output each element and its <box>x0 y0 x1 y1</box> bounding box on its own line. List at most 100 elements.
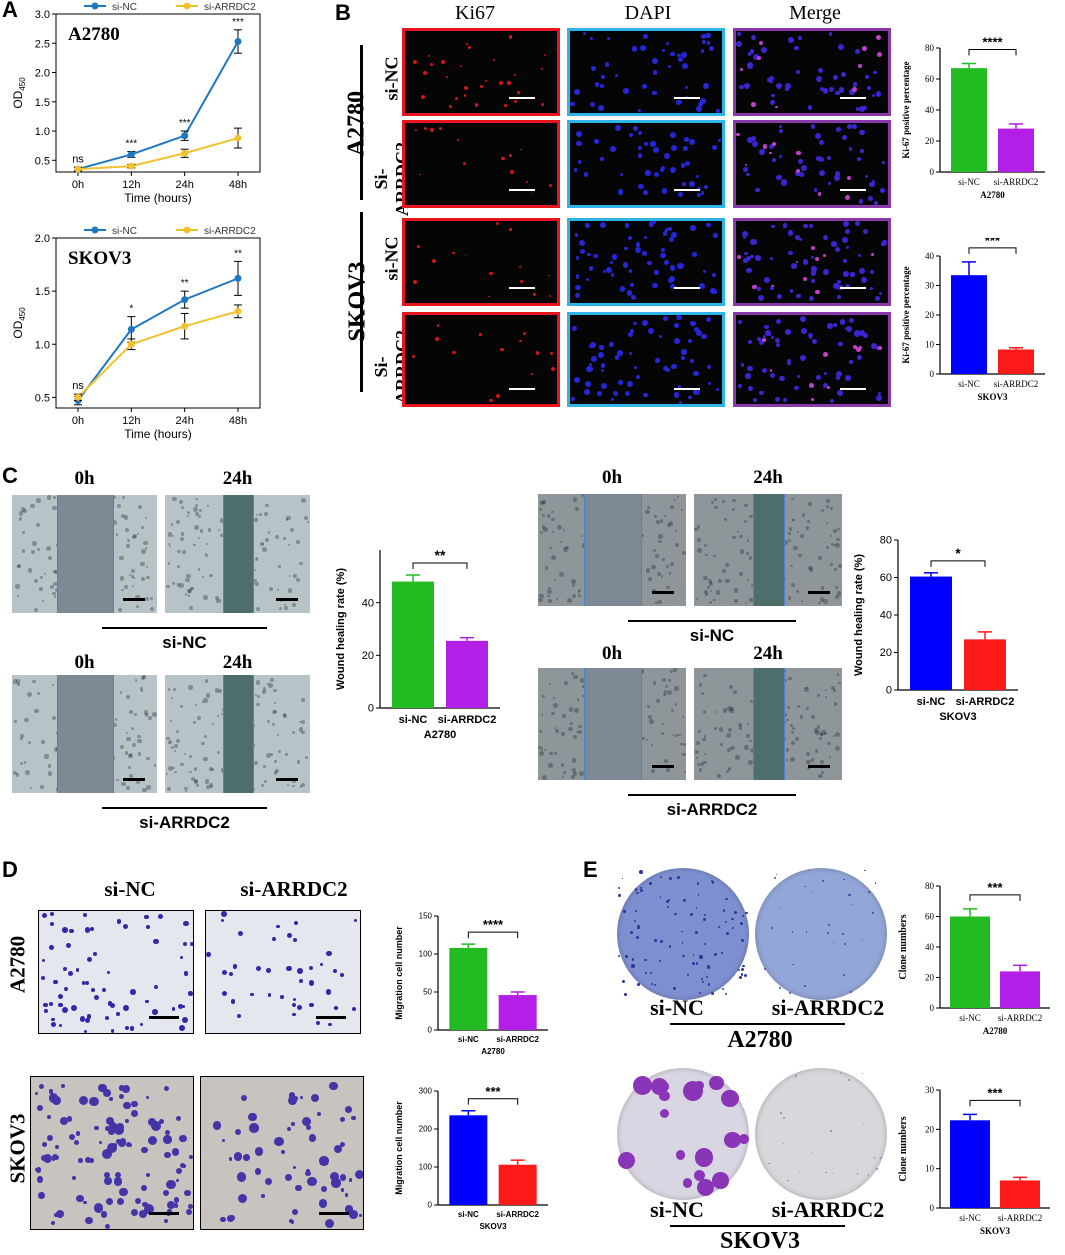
a2780-sinc-cell <box>126 538 131 543</box>
skov3-sinc-cell <box>163 1190 169 1196</box>
merge-cell <box>803 223 809 229</box>
skov3-siarrdc2-cell <box>698 767 703 772</box>
skov3-sinc-cell <box>669 562 674 567</box>
a2780-sinc-cell <box>699 955 703 959</box>
skov3-siarrdc2-cell <box>835 745 840 751</box>
e-label-sinc-bottom: si-NC <box>650 1197 704 1222</box>
merge-cell <box>801 164 808 171</box>
a2780-siarrdc2-cell <box>286 965 292 972</box>
a2780-sinc-cell <box>256 556 259 559</box>
merge-cell <box>840 72 846 78</box>
skov3-sinc-cell <box>35 1091 39 1095</box>
merge-cell <box>763 276 770 283</box>
dapi-cell <box>600 84 604 88</box>
skov3-sinc-cell <box>106 1142 117 1153</box>
dapi-cell <box>576 273 580 277</box>
skov3-sinc-cell <box>821 586 825 590</box>
dapi-cell <box>712 145 718 151</box>
dapi-cell <box>611 273 615 277</box>
significance-bracket <box>930 560 986 567</box>
skov3-sinc-cell <box>746 539 749 542</box>
y-tick-label: 3.0 <box>35 9 50 21</box>
merge-cell <box>784 328 792 335</box>
skov3-siarrdc2-cell <box>212 1121 222 1130</box>
skov3-siarrdc2-cell <box>240 1095 247 1102</box>
a2780-sinc-cell <box>157 913 163 919</box>
dapi-cell <box>705 317 711 323</box>
skov3-sinc-cell <box>665 565 670 569</box>
merge-cell <box>796 386 800 390</box>
a2780-sinc-cell <box>731 917 735 921</box>
dapi-cell <box>678 191 684 197</box>
skov3-sinc-cell <box>39 1083 45 1089</box>
a2780-siarrdc2-cell <box>833 941 835 943</box>
dapi-cell <box>703 270 707 274</box>
skov3-siarrdc2-cell <box>806 752 811 757</box>
merge-ki67-cell <box>775 105 778 109</box>
skov3-sinc-cell <box>53 1213 58 1218</box>
a2780-siarrdc2-cell <box>333 1006 338 1011</box>
skov3-sinc-cell <box>104 1224 110 1229</box>
skov3-siarrdc2-cell <box>562 713 567 718</box>
skov3-siarrdc2-cell <box>345 1106 352 1113</box>
legend-label-0: si-NC <box>112 2 137 13</box>
skov3-sinc-time-label-0h: 0h <box>601 467 623 488</box>
ki67-cell <box>480 85 484 89</box>
skov3-sinc-cell <box>118 1093 124 1099</box>
chart-title: A2780 <box>68 24 120 45</box>
a2780-sinc-cell <box>659 896 662 898</box>
skov3-sinc-cell <box>179 1162 185 1168</box>
dapi-cell <box>600 363 605 368</box>
skov3-siarrdc2-cell <box>308 1134 317 1142</box>
significance-label: *** <box>985 238 1001 248</box>
series-line-1 <box>77 137 239 171</box>
plot-frame <box>55 237 261 409</box>
a2780-siarrdc2-cell <box>209 767 214 772</box>
ki67-cell <box>456 138 460 142</box>
merge-cell <box>743 83 750 90</box>
dapi-cell <box>669 167 676 174</box>
a2780-siarrdc2-cell <box>293 920 298 925</box>
a2780-siarrdc2-cell <box>32 679 36 684</box>
a2780-sinc-cell <box>43 1003 48 1008</box>
merge-cell <box>759 149 766 156</box>
a2780-siarrdc2-cell <box>168 740 173 744</box>
merge-ki67-cell <box>740 68 744 72</box>
ki67-cell <box>455 97 458 100</box>
merge-cell <box>832 283 839 290</box>
skov3-sinc-cell <box>563 546 568 552</box>
a2780-sinc-cell <box>168 532 173 537</box>
dapi-cell <box>575 284 582 291</box>
a2780-siarrdc2-cell <box>218 689 223 694</box>
scale-bar <box>509 97 535 99</box>
skov3-sinc-cell <box>783 540 789 546</box>
a2780-sinc-cell <box>49 1001 54 1006</box>
scale-bar <box>276 778 298 781</box>
a2780-siarrdc2-cell <box>299 785 303 789</box>
data-point <box>181 149 189 157</box>
skov3-siarrdc2-cell <box>548 682 552 686</box>
merge-cell <box>750 254 754 258</box>
a2780-siarrdc2-cell <box>237 1014 241 1019</box>
skov3-siarrdc2-cell <box>867 1174 870 1176</box>
a2780-siarrdc2-cell <box>128 753 133 759</box>
dapi-cell <box>660 248 665 253</box>
a2780-siarrdc2-cell <box>230 999 236 1004</box>
dapi-cell <box>665 41 670 46</box>
transwell-skov3-sinc <box>30 1076 194 1230</box>
a2780-siarrdc2-cell <box>325 989 332 996</box>
x-tick-label: 0h <box>72 179 84 191</box>
data-point <box>181 132 189 140</box>
a2780-siarrdc2-cell <box>30 786 33 790</box>
ki67-cell <box>462 162 466 166</box>
ki67-cell <box>540 67 543 70</box>
dapi-cell <box>617 349 624 356</box>
a2780-siarrdc2-cell <box>185 790 188 793</box>
skov3-sinc-cell <box>694 1080 704 1091</box>
a2780-sinc-cell <box>48 945 54 950</box>
skov3-sinc-cell <box>100 1211 108 1218</box>
skov3-sinc-cell <box>713 505 718 510</box>
ki67-cell <box>504 104 507 107</box>
a2780-siarrdc2-cell <box>140 689 143 692</box>
